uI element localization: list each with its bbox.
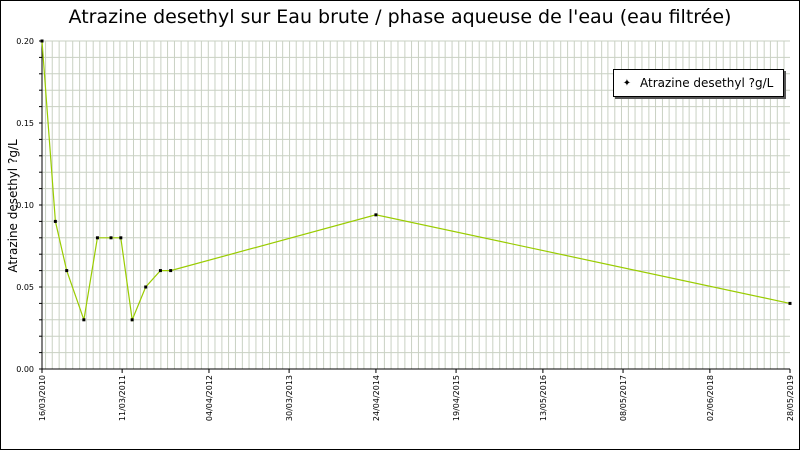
- x-tick-label: 04/04/2012: [205, 375, 214, 421]
- y-tick-label: 0.00: [16, 365, 34, 374]
- series: [40, 39, 792, 323]
- legend-marker-icon: ✦: [622, 77, 632, 89]
- data-point: [374, 213, 378, 217]
- data-point: [65, 269, 69, 273]
- x-tick-label: 02/06/2018: [706, 375, 715, 421]
- data-point: [109, 236, 113, 240]
- data-point: [169, 269, 173, 273]
- data-point: [119, 236, 123, 240]
- x-tick-label: 13/05/2016: [539, 375, 548, 421]
- data-point: [144, 285, 148, 289]
- data-point: [82, 318, 86, 322]
- chart-title: Atrazine desethyl sur Eau brute / phase …: [68, 6, 732, 28]
- x-tick-labels: 16/03/2010 11/03/2011 04/04/2012 30/03/2013…: [38, 375, 795, 421]
- x-tick-label: 11/03/2011: [118, 375, 127, 421]
- y-tick-label: 0.05: [16, 283, 34, 292]
- x-tick-label: 24/04/2014: [372, 375, 381, 421]
- data-point: [788, 301, 792, 305]
- y-tick-labels: 0.00 0.05 0.10 0.15 0.20: [16, 37, 34, 374]
- x-tick-label: 08/05/2017: [619, 375, 628, 421]
- x-tick-label: 19/04/2015: [452, 375, 461, 421]
- data-point: [40, 39, 44, 43]
- data-point: [130, 318, 134, 322]
- legend: ✦ Atrazine desethyl ?g/L: [613, 69, 784, 97]
- legend-series-name: Atrazine desethyl ?g/L: [640, 76, 774, 90]
- axes: [39, 40, 791, 373]
- data-point: [158, 269, 162, 273]
- x-tick-label: 16/03/2010: [38, 375, 47, 421]
- data-point: [53, 219, 57, 223]
- y-tick-label: 0.20: [16, 37, 34, 46]
- y-axis-label: Atrazine desethyl ?g/L: [6, 139, 20, 273]
- x-tick-label: 30/03/2013: [285, 375, 294, 421]
- x-tick-label: 28/05/2019: [786, 375, 795, 421]
- y-tick-label: 0.10: [16, 201, 34, 210]
- y-tick-label: 0.15: [16, 119, 34, 128]
- data-point: [95, 236, 99, 240]
